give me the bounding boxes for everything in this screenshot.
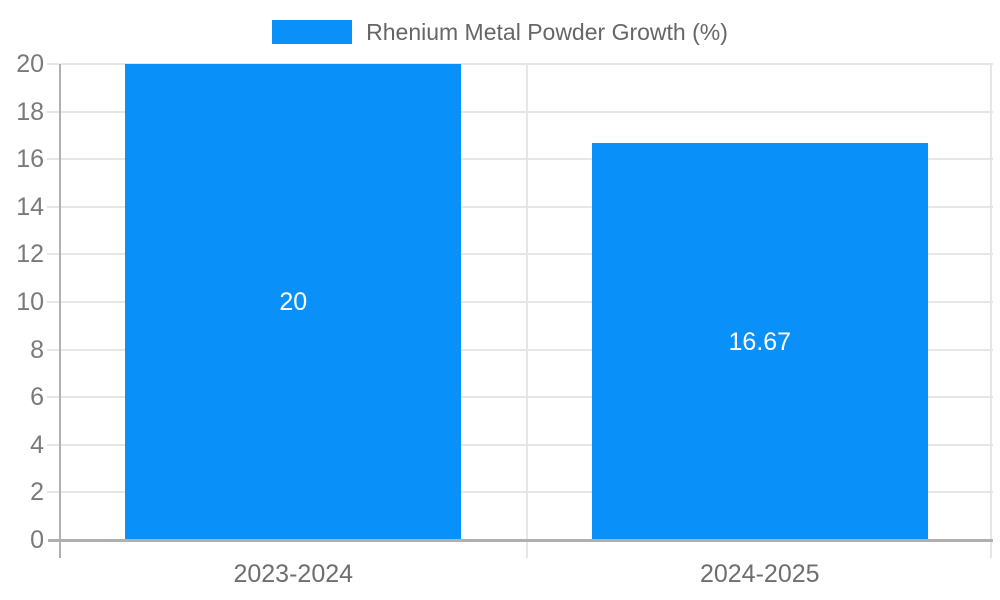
- y-axis-tick: [47, 491, 59, 494]
- bar-value-label: 16.67: [728, 327, 792, 356]
- y-axis-tick: [47, 443, 59, 446]
- y-axis-tick-label: 4: [30, 430, 44, 459]
- gridline-vertical: [990, 64, 992, 558]
- y-axis-tick-label: 6: [30, 383, 44, 412]
- y-axis-tick: [47, 110, 59, 113]
- y-axis-tick-label: 0: [30, 526, 44, 554]
- y-axis-line: [59, 64, 61, 558]
- y-axis-tick-label: 2: [30, 478, 44, 507]
- y-axis-tick-label: 16: [16, 145, 44, 174]
- y-axis-tick: [47, 158, 59, 161]
- bar-2024-2025[interactable]: [591, 143, 928, 540]
- bar-2023-2024[interactable]: [125, 64, 462, 540]
- y-axis-tick-label: 18: [16, 97, 44, 126]
- x-axis-line: [48, 539, 993, 542]
- y-axis-tick-label: 14: [16, 192, 44, 221]
- x-axis-category-label: 2024-2025: [699, 560, 820, 588]
- plot-area: 20 16.67: [60, 63, 993, 558]
- x-axis-category-label: 2023-2024: [233, 560, 354, 588]
- gridline-vertical: [526, 64, 528, 558]
- y-axis-tick-label: 12: [16, 240, 44, 269]
- y-axis-tick-label: 8: [30, 335, 44, 364]
- y-axis-tick-label: 20: [16, 50, 44, 78]
- legend-label: Rhenium Metal Powder Growth (%): [366, 18, 728, 45]
- y-axis-tick: [47, 253, 59, 256]
- y-axis-tick: [47, 396, 59, 399]
- bar-value-label: 20: [279, 288, 308, 316]
- legend-item[interactable]: Rhenium Metal Powder Growth (%): [0, 17, 1000, 47]
- legend-swatch: [272, 20, 353, 44]
- y-axis-tick: [47, 63, 59, 65]
- y-axis-tick-label: 10: [16, 288, 44, 316]
- y-axis-tick: [47, 205, 59, 208]
- y-axis-tick: [47, 348, 59, 351]
- y-axis-tick: [47, 301, 59, 303]
